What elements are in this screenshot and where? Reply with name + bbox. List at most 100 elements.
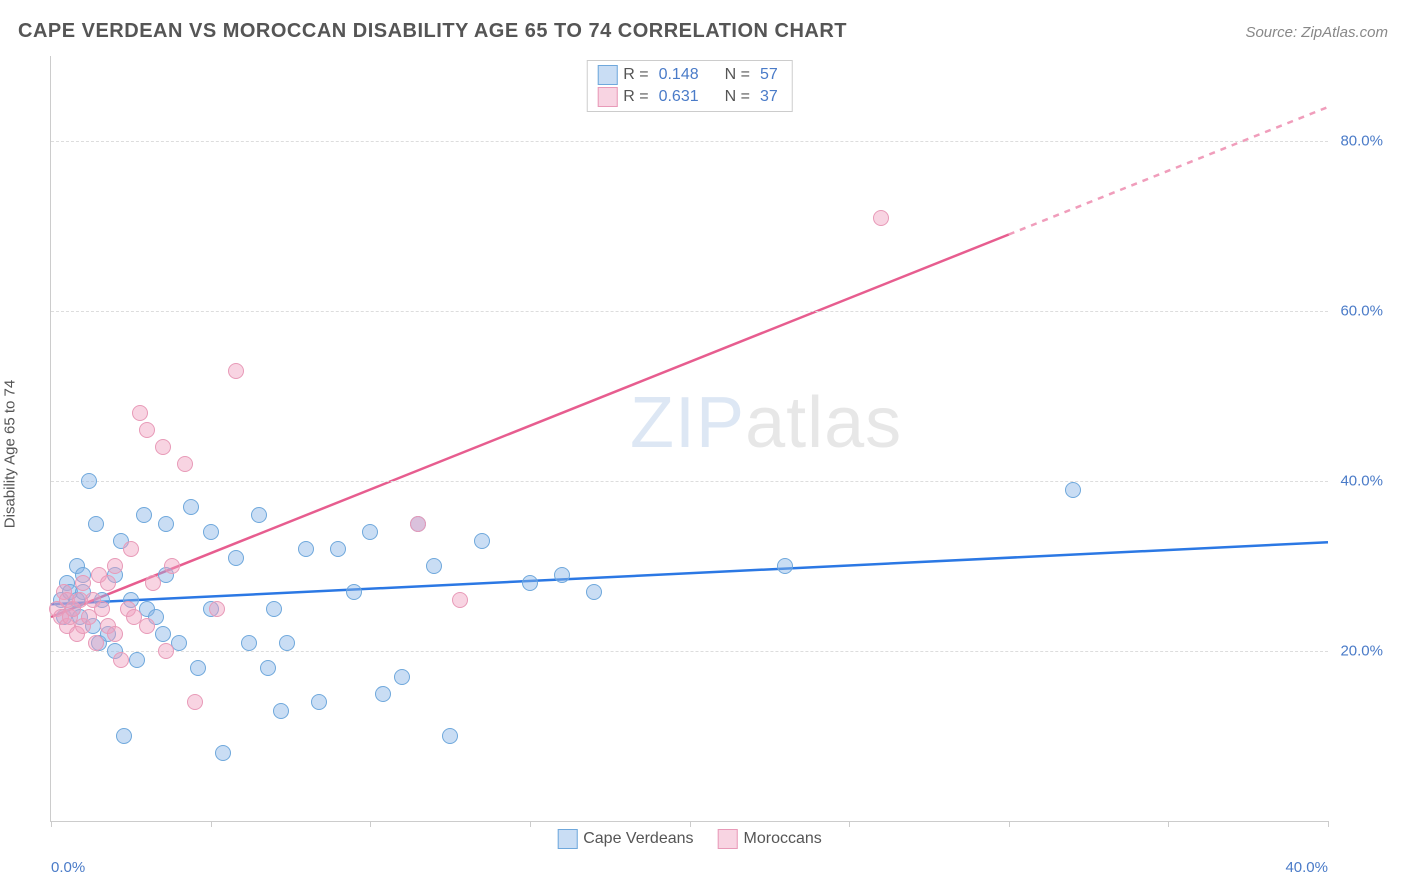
scatter-marker — [279, 635, 295, 651]
scatter-marker — [139, 422, 155, 438]
plot-area: ZIPatlas R =0.148N =57R =0.631N =37 Cape… — [50, 56, 1328, 822]
scatter-marker — [155, 626, 171, 642]
scatter-marker — [81, 473, 97, 489]
legend-N-label: N = — [725, 88, 750, 106]
scatter-marker — [75, 575, 91, 591]
scatter-marker — [586, 584, 602, 600]
scatter-marker — [330, 541, 346, 557]
scatter-marker — [410, 516, 426, 532]
x-tick — [1009, 821, 1010, 827]
scatter-marker — [203, 524, 219, 540]
scatter-marker — [215, 745, 231, 761]
scatter-marker — [113, 652, 129, 668]
scatter-marker — [394, 669, 410, 685]
legend-R-label: R = — [623, 88, 648, 106]
legend-series: Cape Verdeans Moroccans — [557, 829, 822, 849]
legend-N-label: N = — [725, 66, 750, 84]
x-tick — [530, 821, 531, 827]
x-tick — [370, 821, 371, 827]
legend-N-value: 57 — [760, 66, 778, 84]
legend-series-label: Moroccans — [744, 830, 822, 848]
watermark-atlas: atlas — [745, 383, 902, 463]
legend-swatch — [718, 829, 738, 849]
scatter-marker — [442, 728, 458, 744]
scatter-marker — [136, 507, 152, 523]
x-tick — [690, 821, 691, 827]
scatter-marker — [554, 567, 570, 583]
scatter-marker — [164, 558, 180, 574]
scatter-marker — [241, 635, 257, 651]
legend-R-value: 0.631 — [659, 88, 699, 106]
legend-series-item: Moroccans — [718, 829, 822, 849]
y-axis-label: Disability Age 65 to 74 — [2, 380, 19, 528]
scatter-marker — [88, 635, 104, 651]
scatter-marker — [260, 660, 276, 676]
legend-stat-row: R = 0.631 N = 37 — [597, 86, 782, 108]
legend-R-value: 0.148 — [659, 66, 699, 84]
scatter-marker — [145, 575, 161, 591]
scatter-marker — [873, 210, 889, 226]
x-tick — [51, 821, 52, 827]
scatter-marker — [190, 660, 206, 676]
scatter-marker — [116, 728, 132, 744]
scatter-marker — [362, 524, 378, 540]
trend-lines — [51, 56, 1328, 821]
scatter-marker — [107, 626, 123, 642]
x-tick — [1328, 821, 1329, 827]
watermark: ZIPatlas — [630, 382, 902, 464]
x-tick-label: 0.0% — [51, 859, 85, 876]
scatter-marker — [228, 550, 244, 566]
x-tick — [211, 821, 212, 827]
x-tick-label: 40.0% — [1285, 859, 1328, 876]
scatter-marker — [88, 516, 104, 532]
legend-stats: R = 0.148 N = 57 R = 0.631 N = 37 — [586, 60, 793, 112]
gridline-y — [51, 141, 1328, 142]
scatter-marker — [251, 507, 267, 523]
scatter-marker — [177, 456, 193, 472]
scatter-marker — [209, 601, 225, 617]
scatter-marker — [100, 575, 116, 591]
scatter-marker — [298, 541, 314, 557]
legend-stat-row: R = 0.148 N = 57 — [597, 64, 782, 86]
gridline-y — [51, 651, 1328, 652]
scatter-marker — [426, 558, 442, 574]
scatter-marker — [375, 686, 391, 702]
y-tick-label: 20.0% — [1340, 643, 1383, 660]
watermark-zip: ZIP — [630, 383, 745, 463]
x-tick — [849, 821, 850, 827]
chart-title: CAPE VERDEAN VS MOROCCAN DISABILITY AGE … — [18, 20, 847, 43]
x-tick — [1168, 821, 1169, 827]
chart-source: Source: ZipAtlas.com — [1245, 24, 1388, 41]
scatter-marker — [452, 592, 468, 608]
scatter-marker — [1065, 482, 1081, 498]
scatter-marker — [311, 694, 327, 710]
scatter-marker — [266, 601, 282, 617]
scatter-marker — [187, 694, 203, 710]
scatter-marker — [158, 516, 174, 532]
scatter-marker — [129, 652, 145, 668]
scatter-marker — [522, 575, 538, 591]
legend-swatch — [557, 829, 577, 849]
scatter-marker — [139, 618, 155, 634]
scatter-marker — [132, 405, 148, 421]
gridline-y — [51, 311, 1328, 312]
plot-wrap: Disability Age 65 to 74 ZIPatlas R =0.14… — [50, 56, 1388, 852]
scatter-marker — [183, 499, 199, 515]
scatter-marker — [346, 584, 362, 600]
scatter-marker — [94, 601, 110, 617]
scatter-marker — [474, 533, 490, 549]
legend-R-label: R = — [623, 66, 648, 84]
scatter-marker — [777, 558, 793, 574]
y-tick-label: 80.0% — [1340, 133, 1383, 150]
y-tick-label: 40.0% — [1340, 473, 1383, 490]
scatter-marker — [158, 643, 174, 659]
scatter-marker — [155, 439, 171, 455]
legend-series-label: Cape Verdeans — [583, 830, 693, 848]
scatter-marker — [228, 363, 244, 379]
legend-swatch — [597, 87, 617, 107]
scatter-marker — [123, 541, 139, 557]
scatter-marker — [273, 703, 289, 719]
legend-N-value: 37 — [760, 88, 778, 106]
legend-swatch — [597, 65, 617, 85]
legend-series-item: Cape Verdeans — [557, 829, 693, 849]
